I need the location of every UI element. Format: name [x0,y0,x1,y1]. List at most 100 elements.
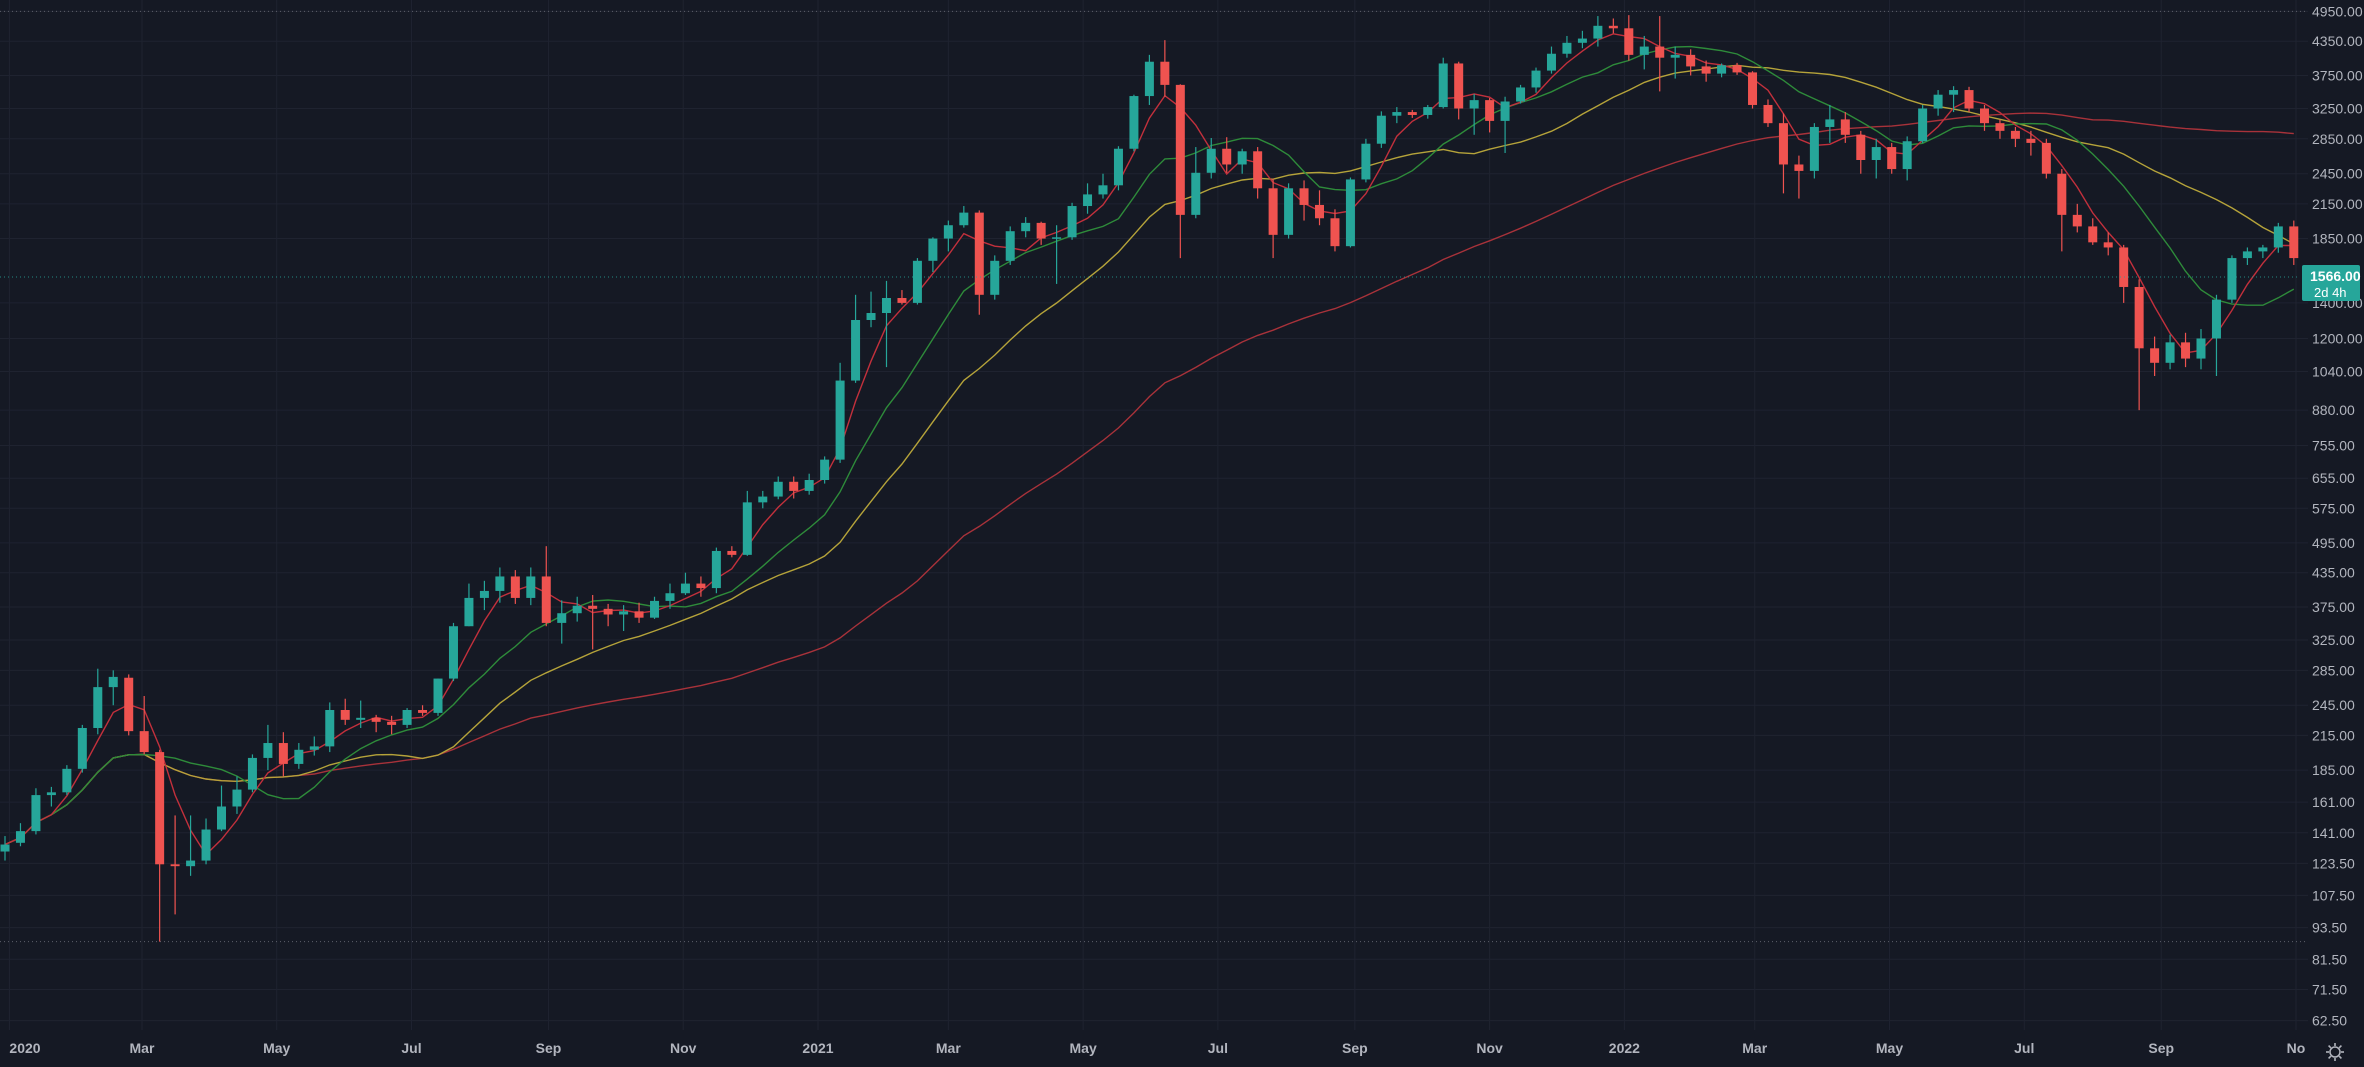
candle[interactable] [247,754,257,793]
candle[interactable] [2273,222,2283,253]
candle[interactable] [0,836,10,861]
candle[interactable] [912,258,922,305]
candle[interactable] [325,702,335,753]
candle[interactable] [588,594,598,650]
candle[interactable] [1268,178,1278,259]
candle[interactable] [711,547,721,594]
candle[interactable] [1871,138,1881,179]
candle[interactable] [2088,218,2098,245]
candle[interactable] [758,490,768,509]
candle[interactable] [1392,107,1402,124]
candle[interactable] [2258,244,2268,259]
candle[interactable] [634,602,644,623]
candle[interactable] [433,678,443,716]
candle[interactable] [1840,112,1850,143]
candle[interactable] [1206,138,1216,179]
candle[interactable] [1005,226,1015,265]
candle[interactable] [201,818,211,865]
candle[interactable] [387,715,397,735]
candle[interactable] [217,785,227,832]
candle[interactable] [31,788,41,835]
candle[interactable] [294,743,304,769]
candle[interactable] [2057,169,2067,252]
candle[interactable] [1593,16,1603,47]
candle[interactable] [309,736,319,756]
candle[interactable] [1160,40,1170,97]
candle[interactable] [479,580,489,611]
candle[interactable] [1052,225,1062,284]
candle[interactable] [727,546,737,558]
candle[interactable] [1655,16,1665,92]
candle[interactable] [448,622,458,682]
candle[interactable] [619,605,629,631]
candle[interactable] [1670,46,1680,79]
candle[interactable] [356,700,366,728]
candle[interactable] [1701,60,1711,82]
candle[interactable] [943,220,953,252]
candle[interactable] [46,786,56,807]
candles[interactable] [0,15,2299,942]
candle[interactable] [186,815,196,876]
candle[interactable] [1608,18,1618,34]
candle[interactable] [1175,84,1185,259]
candle[interactable] [402,708,412,728]
candle[interactable] [1516,84,1526,104]
candle[interactable] [665,583,675,609]
candle[interactable] [1918,104,1928,143]
candle[interactable] [541,546,551,627]
candle[interactable] [2227,255,2237,303]
candle[interactable] [1856,130,1866,174]
candle[interactable] [881,280,891,368]
candle[interactable] [1361,138,1371,183]
candle[interactable] [835,362,845,463]
candle[interactable] [139,696,149,755]
candle[interactable] [464,583,474,627]
candle[interactable] [990,255,1000,300]
candle[interactable] [959,206,969,228]
candle[interactable] [170,815,180,915]
candle[interactable] [1686,49,1696,76]
candle[interactable] [1438,57,1448,109]
candle[interactable] [2196,329,2206,370]
candle[interactable] [2010,126,2020,148]
candle[interactable] [340,698,350,725]
candle[interactable] [2026,130,2036,156]
candle[interactable] [510,570,520,604]
candle[interactable] [1376,111,1386,148]
candle[interactable] [263,724,273,771]
candle[interactable] [1778,113,1788,194]
candle[interactable] [1763,99,1773,127]
candle[interactable] [526,567,536,606]
candle[interactable] [1485,98,1495,133]
candle[interactable] [108,670,118,706]
candle[interactable] [1315,190,1325,226]
candle[interactable] [1407,109,1417,118]
candle[interactable] [418,705,428,716]
candle[interactable] [1577,30,1587,49]
candle[interactable] [603,603,613,627]
candle[interactable] [278,732,288,777]
candle[interactable] [680,572,690,595]
candle[interactable] [1748,71,1758,109]
candle[interactable] [1098,173,1108,199]
candle[interactable] [789,476,799,499]
candle[interactable] [15,823,25,847]
candle[interactable] [1284,183,1294,239]
candle[interactable] [696,576,706,597]
candle[interactable] [2165,334,2175,370]
candle[interactable] [1825,104,1835,143]
candle[interactable] [742,490,752,556]
candle[interactable] [1237,148,1247,174]
candle[interactable] [1624,15,1634,61]
candle[interactable] [1995,119,2005,139]
candle[interactable] [1902,136,1912,181]
candle[interactable] [1345,177,1355,248]
candle[interactable] [804,473,814,495]
candle[interactable] [1144,54,1154,105]
candle[interactable] [1531,67,1541,93]
candle[interactable] [1423,104,1433,119]
candle[interactable] [1021,217,1031,238]
candle[interactable] [2119,244,2129,303]
